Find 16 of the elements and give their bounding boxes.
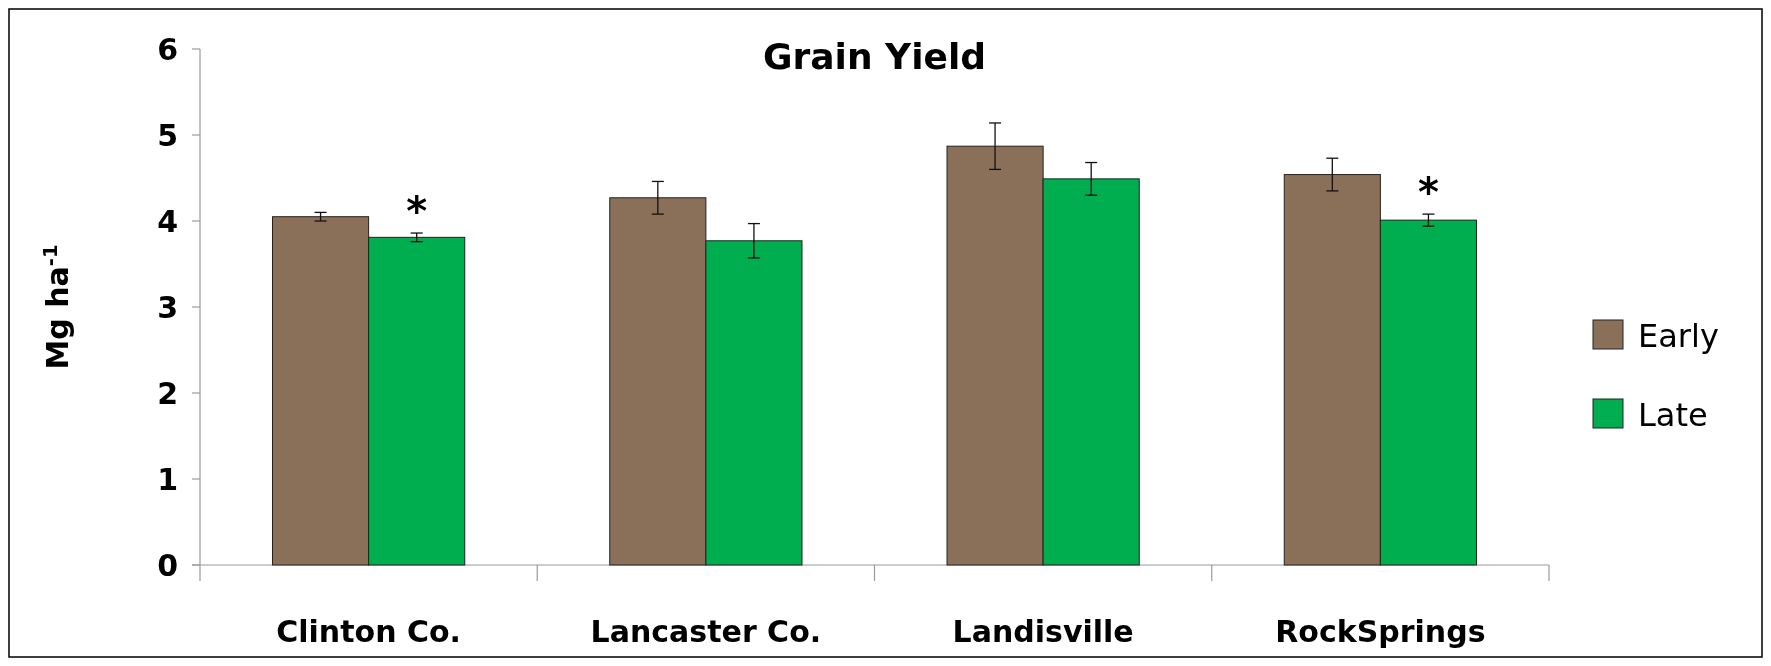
y-tick-label: 6 <box>157 31 178 67</box>
x-tick-label: Lancaster Co. <box>590 614 822 649</box>
chart-title: Grain Yield <box>762 36 987 77</box>
annotation: * <box>406 188 428 235</box>
y-tick-label: 5 <box>157 117 178 153</box>
x-tick-label: Clinton Co. <box>276 614 461 649</box>
y-tick-label: 0 <box>157 547 178 583</box>
x-tick-label: Landisville <box>952 614 1134 649</box>
y-tick-label: 1 <box>157 461 178 497</box>
y-tick-label: 2 <box>157 375 178 411</box>
y-tick-label: 4 <box>157 203 178 239</box>
annotation: * <box>1417 169 1439 216</box>
y-tick-label: 3 <box>157 289 178 325</box>
x-tick-label: RockSprings <box>1275 614 1486 649</box>
legend-label: Late <box>1638 395 1708 434</box>
legend-label: Early <box>1638 316 1719 355</box>
